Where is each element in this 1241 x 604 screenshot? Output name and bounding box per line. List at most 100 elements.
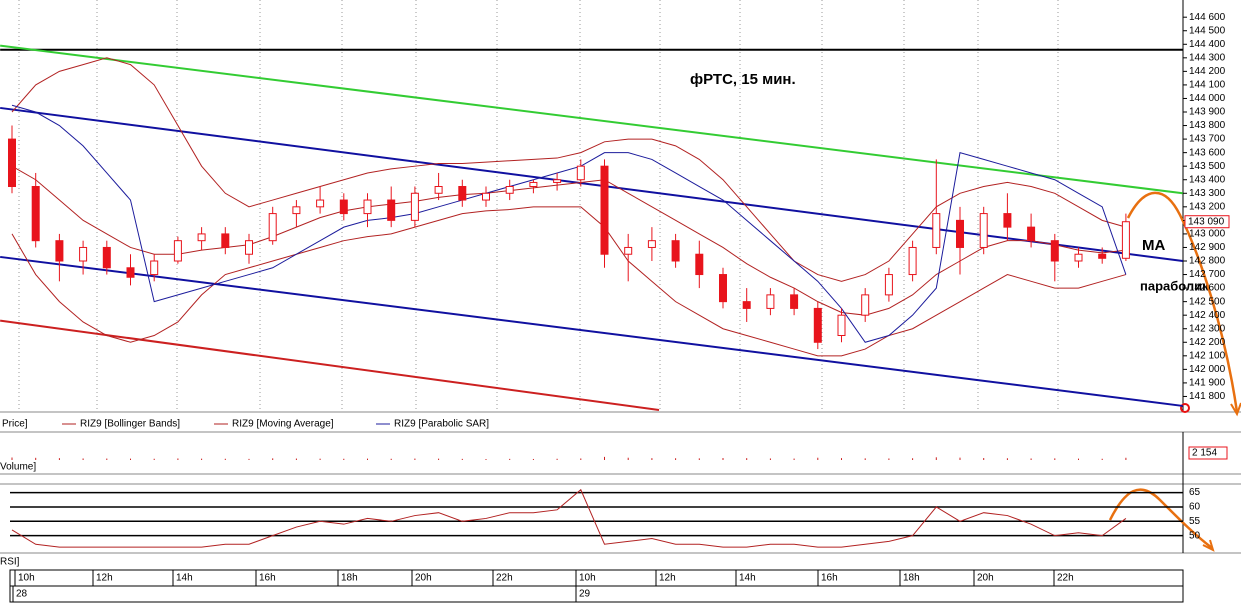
rsi-tick-label: 65 <box>1189 487 1201 498</box>
indicator-line <box>11 165 1126 316</box>
candle-body <box>1050 240 1059 262</box>
volume-marker-label: 2 154 <box>1192 448 1217 459</box>
y-tick-label: 144 400 <box>1189 39 1226 50</box>
y-tick-label: 142 200 <box>1189 337 1226 348</box>
candle-body <box>1098 253 1107 259</box>
y-tick-label: 142 400 <box>1189 310 1226 321</box>
candle-body <box>339 199 348 215</box>
candle-body <box>908 246 917 276</box>
time-label: 18h <box>341 573 358 584</box>
candle-body <box>1121 221 1130 259</box>
candle-body <box>956 219 964 248</box>
arrow-head <box>1230 402 1241 417</box>
candle-body <box>102 246 111 269</box>
y-tick-label: 141 900 <box>1189 378 1226 389</box>
y-tick-label: 143 900 <box>1189 107 1226 118</box>
trend-line <box>0 44 1183 195</box>
y-tick-label: 142 100 <box>1189 350 1226 361</box>
y-tick-label: 142 500 <box>1189 296 1226 307</box>
rsi-tick-label: 55 <box>1189 516 1201 527</box>
y-tick-label: 142 800 <box>1189 256 1226 267</box>
time-label: 12h <box>96 573 113 584</box>
candle-body <box>647 240 656 248</box>
rsi-tick-label: 50 <box>1189 530 1201 541</box>
time-label: 18h <box>903 573 920 584</box>
y-tick-label: 143 200 <box>1189 201 1226 212</box>
y-tick-label: 142 700 <box>1189 269 1226 280</box>
y-tick-label: 144 200 <box>1189 66 1226 77</box>
candle-body <box>766 294 775 309</box>
candle-body <box>932 213 941 248</box>
panel-label: Volume] <box>0 462 36 473</box>
time-label: 16h <box>821 573 838 584</box>
trend-line <box>0 255 1183 407</box>
candle-body <box>813 307 822 343</box>
y-tick-label: 142 000 <box>1189 364 1226 375</box>
candle-body <box>505 186 514 194</box>
candle-body <box>434 186 443 194</box>
candle-body <box>268 213 277 242</box>
y-tick-label: 143 700 <box>1189 134 1226 145</box>
chart-title: фРТС, 15 мин. <box>690 71 796 88</box>
time-label: 14h <box>739 573 756 584</box>
rsi-tick-label: 60 <box>1189 502 1201 513</box>
candle-body <box>719 274 727 303</box>
candle-body <box>79 246 88 262</box>
legend-label: RIZ9 [Moving Average] <box>232 419 334 430</box>
rsi-line <box>11 488 1127 548</box>
time-label: 14h <box>176 573 193 584</box>
panel-label: RSI] <box>0 557 20 568</box>
indicator-line <box>11 104 1127 343</box>
candle-body <box>790 294 799 309</box>
forecast-arrow <box>1108 488 1213 549</box>
indicator-line <box>11 57 1127 282</box>
y-tick-label: 143 800 <box>1189 120 1226 131</box>
time-label: 10h <box>579 573 596 584</box>
y-tick-label: 142 300 <box>1189 323 1226 334</box>
date-label: 29 <box>579 589 591 600</box>
y-tick-label: 143 600 <box>1189 147 1226 158</box>
candle-body <box>553 179 562 183</box>
price-marker <box>1184 215 1230 229</box>
candle-body <box>1074 253 1083 262</box>
candle-body <box>529 181 538 188</box>
volume-marker <box>1188 446 1228 460</box>
candle-body <box>837 314 846 337</box>
candle-body <box>387 199 396 221</box>
legend-label: RIZ9 [Bollinger Bands] <box>80 419 180 430</box>
marker <box>1180 403 1190 413</box>
y-tick-label: 143 000 <box>1189 229 1226 240</box>
candle-body <box>8 138 16 188</box>
candle-body <box>742 301 751 309</box>
annotation: параболик <box>1140 278 1209 293</box>
time-label: 22h <box>496 573 513 584</box>
candle-body <box>173 240 182 262</box>
candle-body <box>1003 213 1012 228</box>
y-tick-label: 144 000 <box>1189 93 1226 104</box>
candle-body <box>126 267 135 278</box>
candle-body <box>150 260 159 276</box>
candle-body <box>221 233 230 248</box>
legend-label: RIZ9 [Parabolic SAR] <box>394 419 489 430</box>
candle-body <box>979 213 988 248</box>
y-tick-label: 143 400 <box>1189 174 1226 185</box>
indicator-line <box>11 206 1127 357</box>
candle-body <box>245 240 253 255</box>
candle-body <box>410 192 419 221</box>
candle-body <box>576 165 585 181</box>
candle-body <box>695 253 704 276</box>
time-label: 16h <box>259 573 276 584</box>
y-tick-label: 142 600 <box>1189 283 1226 294</box>
candle-body <box>884 274 893 296</box>
legend-label: Price] <box>2 419 28 430</box>
candle-body <box>600 165 609 255</box>
y-tick-label: 144 600 <box>1189 12 1226 23</box>
annotation: MA <box>1142 237 1165 254</box>
price-marker-label: 143 090 <box>1188 216 1225 227</box>
time-label: 22h <box>1057 573 1074 584</box>
candle-body <box>458 186 467 201</box>
candle-body <box>55 240 64 262</box>
time-label: 20h <box>977 573 994 584</box>
time-label: 20h <box>415 573 432 584</box>
y-tick-label: 143 300 <box>1189 188 1226 199</box>
